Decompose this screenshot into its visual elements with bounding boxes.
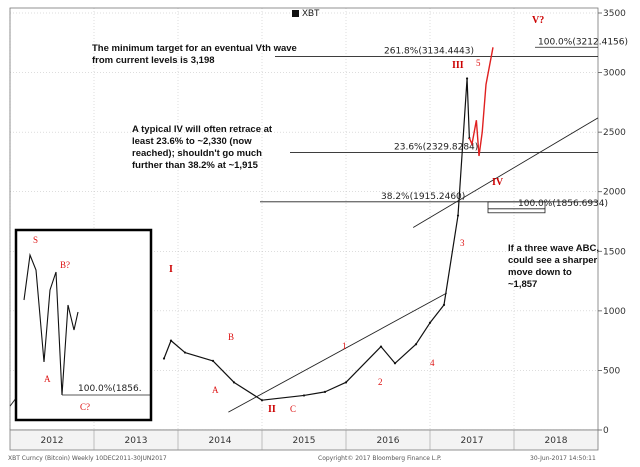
- wave-label: B: [228, 332, 234, 342]
- inset-panel: S B? A C? 100.0%(1856.: [14, 228, 153, 422]
- price-point: [323, 390, 327, 393]
- y-tick-label: 1000: [603, 307, 626, 317]
- y-tick-label: 1500: [603, 247, 626, 257]
- legend-swatch: [292, 9, 299, 17]
- inset-wave-label: B?: [60, 260, 70, 270]
- trend-line-upper: [412, 117, 599, 228]
- wave-label: III: [452, 60, 464, 71]
- y-tick-label: 3500: [603, 9, 626, 19]
- wave-label: C: [290, 404, 296, 414]
- x-tick-label: 2016: [377, 436, 400, 446]
- price-point: [465, 77, 469, 80]
- price-point: [169, 339, 173, 342]
- x-tick-label: 2018: [545, 436, 568, 446]
- annotation-vth-wave-target: The minimum target for an eventual Vth w…: [92, 43, 297, 66]
- projection-line: [468, 47, 494, 157]
- price-point: [344, 381, 348, 384]
- price-point: [414, 343, 418, 346]
- wave-label: 4: [430, 358, 435, 368]
- x-tick-label: 2014: [209, 436, 232, 446]
- wave-label: 5: [476, 58, 481, 68]
- chart-title: XBT: [292, 8, 320, 18]
- price-point: [442, 303, 446, 306]
- fib-level-label: 100.0%(1856.6934): [518, 199, 608, 209]
- price-point: [211, 359, 215, 362]
- price-point: [428, 321, 432, 324]
- annotation-wave-iv-retrace: A typical IV will often retrace at least…: [132, 124, 273, 171]
- price-point: [260, 399, 264, 402]
- x-tick-label: 2012: [41, 436, 64, 446]
- wave-label: 3: [460, 238, 465, 248]
- footer-timestamp: 30-Jun-2017 14:50:11: [530, 455, 596, 462]
- wave-label: IV: [492, 177, 504, 188]
- legend-label: XBT: [302, 8, 320, 18]
- trend-line-lower: [228, 292, 448, 413]
- fib-level-label: 261.8%(3134.4443): [384, 47, 474, 57]
- price-series: [162, 47, 494, 402]
- inset-level-label: 100.0%(1856.: [78, 384, 142, 394]
- price-point: [302, 394, 306, 397]
- inset-wave-label: S: [33, 235, 38, 245]
- price-point: [456, 214, 460, 217]
- price-point: [393, 362, 397, 365]
- inset-price-line: [23, 252, 79, 396]
- y-tick-label: 2500: [603, 128, 626, 138]
- wave-label: I: [169, 264, 173, 275]
- annotation-abc-scenario: If a three wave ABC, could see a sharper…: [508, 243, 599, 290]
- x-tick-label: 2017: [461, 436, 484, 446]
- y-tick-label: 2000: [603, 188, 626, 198]
- x-tick-label: 2015: [293, 436, 316, 446]
- wave-label: V?: [532, 15, 544, 26]
- price-point: [379, 345, 383, 348]
- wave-label: II: [268, 404, 276, 415]
- fib-level-label: 100.0%(3212.4156): [538, 37, 628, 47]
- target-box: [487, 201, 546, 214]
- inset-wave-label: A: [44, 374, 51, 384]
- x-tick-label: 2013: [125, 436, 148, 446]
- price-point: [232, 381, 236, 384]
- fib-level-label: 23.6%(2329.8284): [394, 142, 478, 152]
- footer-source: XBT Curncy (Bitcoin) Weekly 10DEC2011-30…: [8, 455, 167, 462]
- inset-frame: [14, 228, 153, 422]
- wave-label: 1: [342, 341, 347, 351]
- price-point: [162, 357, 166, 360]
- y-tick-label: 0: [603, 426, 609, 436]
- y-tick-label: 3000: [603, 69, 626, 79]
- footer-copyright: Copyright© 2017 Bloomberg Finance L.P.: [318, 455, 442, 462]
- price-point: [183, 351, 187, 354]
- wave-label: 2: [378, 377, 383, 387]
- axes: 0 500 1000 1500 2000 2500 3000 3500 2012 2013 2014…: [9, 7, 626, 451]
- fib-level-label: 38.2%(1915.2460): [381, 192, 465, 202]
- inset-wave-label: C?: [80, 402, 90, 412]
- y-tick-label: 500: [603, 366, 620, 376]
- wave-label: A: [212, 385, 219, 395]
